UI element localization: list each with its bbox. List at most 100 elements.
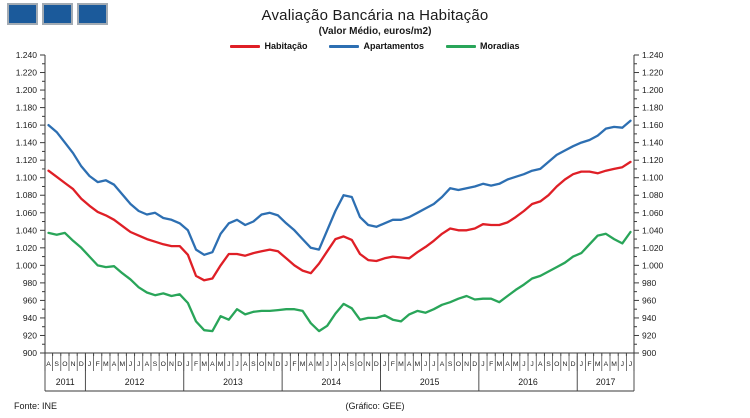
svg-text:J: J xyxy=(481,361,484,368)
svg-text:920: 920 xyxy=(642,330,656,340)
chart-legend: Habitação Apartamentos Moradias xyxy=(0,41,750,51)
svg-text:J: J xyxy=(235,361,238,368)
legend-label: Apartamentos xyxy=(363,41,424,51)
svg-text:D: D xyxy=(79,361,84,368)
svg-text:900: 900 xyxy=(642,348,656,358)
svg-text:M: M xyxy=(611,361,617,368)
svg-text:J: J xyxy=(129,361,132,368)
svg-text:J: J xyxy=(227,361,230,368)
svg-text:1.100: 1.100 xyxy=(642,173,664,183)
svg-text:2014: 2014 xyxy=(322,377,342,387)
svg-text:M: M xyxy=(316,361,322,368)
svg-text:1.080: 1.080 xyxy=(16,190,38,200)
svg-text:A: A xyxy=(341,361,346,368)
svg-text:F: F xyxy=(96,361,100,368)
svg-text:D: D xyxy=(571,361,576,368)
svg-text:A: A xyxy=(538,361,543,368)
svg-text:940: 940 xyxy=(642,313,656,323)
svg-text:1.140: 1.140 xyxy=(16,138,38,148)
svg-text:S: S xyxy=(448,361,453,368)
chart-subtitle: (Valor Médio, euros/m2) xyxy=(318,26,432,37)
svg-text:A: A xyxy=(604,361,609,368)
svg-text:J: J xyxy=(530,361,533,368)
svg-text:A: A xyxy=(505,361,510,368)
svg-text:J: J xyxy=(580,361,583,368)
svg-text:1.000: 1.000 xyxy=(642,260,664,270)
logo-square-icon xyxy=(7,3,38,25)
svg-text:1.220: 1.220 xyxy=(16,68,38,78)
legend-item-moradias: Moradias xyxy=(446,41,520,51)
legend-swatch-icon xyxy=(446,44,476,48)
svg-text:A: A xyxy=(407,361,412,368)
svg-text:J: J xyxy=(285,361,288,368)
logo-square-icon xyxy=(42,3,73,25)
svg-text:1.160: 1.160 xyxy=(642,120,664,130)
svg-text:N: N xyxy=(366,361,371,368)
y-axes: 900 900 920 920 940 940 960 960 980 980 1.000 1.000… xyxy=(16,50,664,358)
svg-text:A: A xyxy=(145,361,150,368)
svg-text:S: S xyxy=(54,361,59,368)
svg-text:M: M xyxy=(513,361,519,368)
legend-item-habitação: Habitação xyxy=(230,41,307,51)
legend-item-apartamentos: Apartamentos xyxy=(329,41,424,51)
credit-note: (Gráfico: GEE) xyxy=(345,401,405,411)
svg-text:2011: 2011 xyxy=(56,377,75,387)
svg-text:S: S xyxy=(251,361,256,368)
svg-text:1.180: 1.180 xyxy=(16,103,38,113)
svg-text:A: A xyxy=(440,361,445,368)
svg-text:J: J xyxy=(326,361,329,368)
svg-text:1.100: 1.100 xyxy=(16,173,38,183)
svg-text:M: M xyxy=(595,361,601,368)
svg-text:1.240: 1.240 xyxy=(642,50,664,60)
svg-text:2013: 2013 xyxy=(223,377,243,387)
svg-text:S: S xyxy=(153,361,158,368)
svg-text:980: 980 xyxy=(642,278,656,288)
svg-text:N: N xyxy=(267,361,272,368)
svg-text:D: D xyxy=(177,361,182,368)
svg-text:1.080: 1.080 xyxy=(642,190,664,200)
svg-text:J: J xyxy=(621,361,624,368)
svg-text:M: M xyxy=(218,361,224,368)
svg-text:F: F xyxy=(587,361,591,368)
svg-text:O: O xyxy=(259,361,264,368)
svg-text:1.040: 1.040 xyxy=(642,225,664,235)
series-line-habitação xyxy=(47,160,632,282)
svg-text:A: A xyxy=(112,361,117,368)
svg-text:J: J xyxy=(383,361,386,368)
svg-text:F: F xyxy=(391,361,395,368)
svg-text:J: J xyxy=(186,361,189,368)
legend-swatch-icon xyxy=(329,44,360,48)
svg-text:J: J xyxy=(629,361,632,368)
svg-text:N: N xyxy=(464,361,469,368)
svg-text:O: O xyxy=(161,361,166,368)
svg-text:S: S xyxy=(546,361,551,368)
svg-text:1.240: 1.240 xyxy=(16,50,38,60)
svg-text:J: J xyxy=(334,361,337,368)
svg-text:1.060: 1.060 xyxy=(16,208,38,218)
svg-text:N: N xyxy=(562,361,567,368)
svg-text:M: M xyxy=(103,361,109,368)
svg-text:F: F xyxy=(489,361,493,368)
svg-text:A: A xyxy=(309,361,314,368)
svg-text:O: O xyxy=(357,361,362,368)
svg-text:D: D xyxy=(276,361,281,368)
svg-text:O: O xyxy=(456,361,461,368)
svg-text:2015: 2015 xyxy=(420,377,440,387)
svg-text:F: F xyxy=(194,361,198,368)
svg-text:2016: 2016 xyxy=(518,377,538,387)
svg-text:J: J xyxy=(88,361,91,368)
svg-text:2017: 2017 xyxy=(596,377,616,387)
svg-text:M: M xyxy=(201,361,207,368)
svg-text:1.200: 1.200 xyxy=(16,85,38,95)
svg-text:D: D xyxy=(374,361,379,368)
svg-text:A: A xyxy=(46,361,51,368)
svg-text:M: M xyxy=(300,361,306,368)
legend-label: Moradias xyxy=(480,41,520,51)
legend-swatch-icon xyxy=(230,44,261,48)
legend-label: Habitação xyxy=(264,41,308,51)
svg-text:1.120: 1.120 xyxy=(16,155,38,165)
svg-text:960: 960 xyxy=(23,295,37,305)
svg-text:1.020: 1.020 xyxy=(642,243,664,253)
